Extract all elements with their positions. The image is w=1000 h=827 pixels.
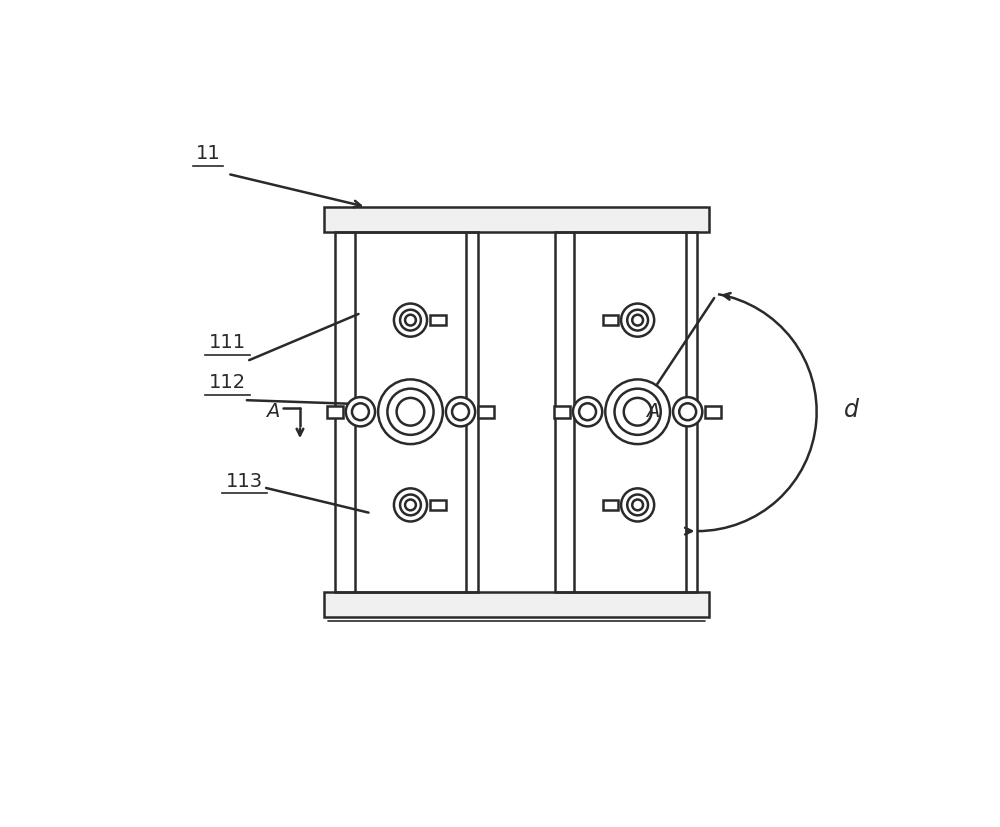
Circle shape: [621, 304, 654, 337]
Text: 112: 112: [209, 372, 246, 391]
Circle shape: [378, 380, 443, 445]
Circle shape: [632, 315, 643, 326]
Circle shape: [387, 390, 434, 435]
Circle shape: [446, 398, 475, 427]
Circle shape: [394, 304, 427, 337]
Bar: [478, 407, 494, 418]
Circle shape: [400, 495, 421, 516]
Circle shape: [394, 489, 427, 522]
Circle shape: [397, 399, 424, 426]
Bar: [430, 316, 446, 326]
Bar: [555, 232, 697, 592]
Bar: [603, 500, 618, 510]
Text: A: A: [646, 401, 659, 420]
Circle shape: [632, 500, 643, 511]
Circle shape: [615, 390, 661, 435]
Circle shape: [624, 399, 651, 426]
Circle shape: [352, 404, 369, 421]
Circle shape: [400, 310, 421, 331]
Circle shape: [579, 404, 596, 421]
Circle shape: [673, 398, 702, 427]
Text: A: A: [266, 401, 279, 420]
Bar: [603, 316, 618, 326]
Circle shape: [346, 398, 375, 427]
Bar: [705, 407, 721, 418]
Circle shape: [573, 398, 602, 427]
Bar: [327, 407, 343, 418]
Circle shape: [405, 500, 416, 511]
Circle shape: [621, 489, 654, 522]
Bar: [335, 232, 478, 592]
Circle shape: [452, 404, 469, 421]
Text: 11: 11: [196, 144, 221, 163]
Bar: [430, 500, 446, 510]
Bar: [324, 592, 709, 617]
Bar: [554, 407, 570, 418]
Circle shape: [405, 315, 416, 326]
Circle shape: [627, 310, 648, 331]
Circle shape: [627, 495, 648, 516]
Circle shape: [679, 404, 696, 421]
Text: 111: 111: [209, 332, 246, 351]
Text: d: d: [844, 397, 859, 421]
Text: 113: 113: [226, 471, 263, 490]
Circle shape: [605, 380, 670, 445]
Bar: [324, 208, 709, 232]
